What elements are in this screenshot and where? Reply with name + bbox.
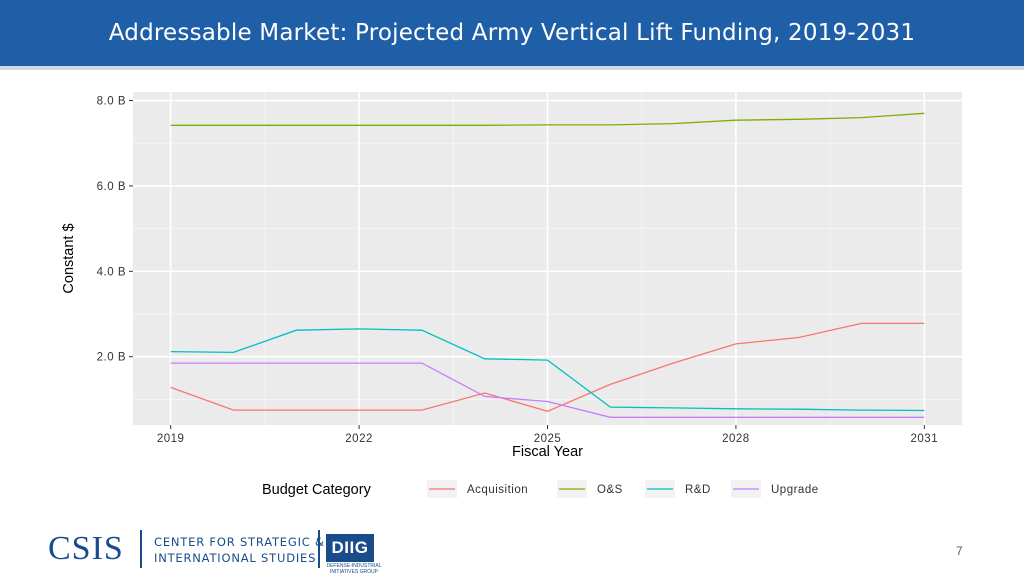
csis-org-line2: INTERNATIONAL STUDIES [154, 551, 317, 565]
x-tick-label: 2022 [345, 433, 373, 445]
x-tick-label: 2025 [534, 433, 562, 445]
legend-title: Budget Category [262, 482, 372, 498]
csis-logo: CSIS [48, 530, 124, 567]
x-tick-label: 2019 [157, 433, 185, 445]
y-tick-label: 6.0 B [97, 181, 126, 193]
diig-logo: DIIG [326, 534, 374, 562]
x-axis-title: Fiscal Year [512, 444, 583, 460]
slide-title: Addressable Market: Projected Army Verti… [108, 20, 916, 46]
slide-title-bar: Addressable Market: Projected Army Verti… [0, 0, 1024, 70]
diig-org-line2: INITIATIVES GROUP [330, 569, 378, 575]
x-tick-label: 2031 [911, 433, 939, 445]
legend-label-r-d: R&D [685, 484, 711, 496]
diig-org-name: DEFENSE-INDUSTRIAL INITIATIVES GROUP [324, 563, 384, 575]
series-line-acquisition [170, 322, 925, 412]
legend-label-o-s: O&S [597, 484, 623, 496]
csis-org-name: CENTER FOR STRATEGIC & INTERNATIONAL STU… [154, 534, 325, 566]
logo-divider [140, 530, 142, 568]
footer: CSIS CENTER FOR STRATEGIC & INTERNATIONA… [0, 520, 1024, 576]
diig-divider [318, 530, 320, 568]
y-tick-label: 4.0 B [97, 266, 126, 278]
page-number: 7 [956, 544, 963, 558]
series-line-upgrade [170, 362, 925, 418]
x-tick-label: 2028 [722, 433, 750, 445]
series-line-o-s [170, 112, 925, 126]
series-line-r-d [170, 328, 925, 412]
y-tick-label: 2.0 B [97, 352, 126, 364]
legend-label-upgrade: Upgrade [771, 484, 819, 496]
diig-org-line1: DEFENSE-INDUSTRIAL [326, 563, 382, 569]
y-axis-title: Constant $ [61, 223, 77, 293]
y-tick-label: 8.0 B [97, 96, 126, 108]
line-chart: 2.0 B 4.0 B 6.0 B 8.0 B 2019 2022 2025 2028 2031… [61, 92, 962, 498]
csis-org-line1: CENTER FOR STRATEGIC & [154, 535, 325, 549]
legend-label-acquisition: Acquisition [467, 484, 528, 496]
